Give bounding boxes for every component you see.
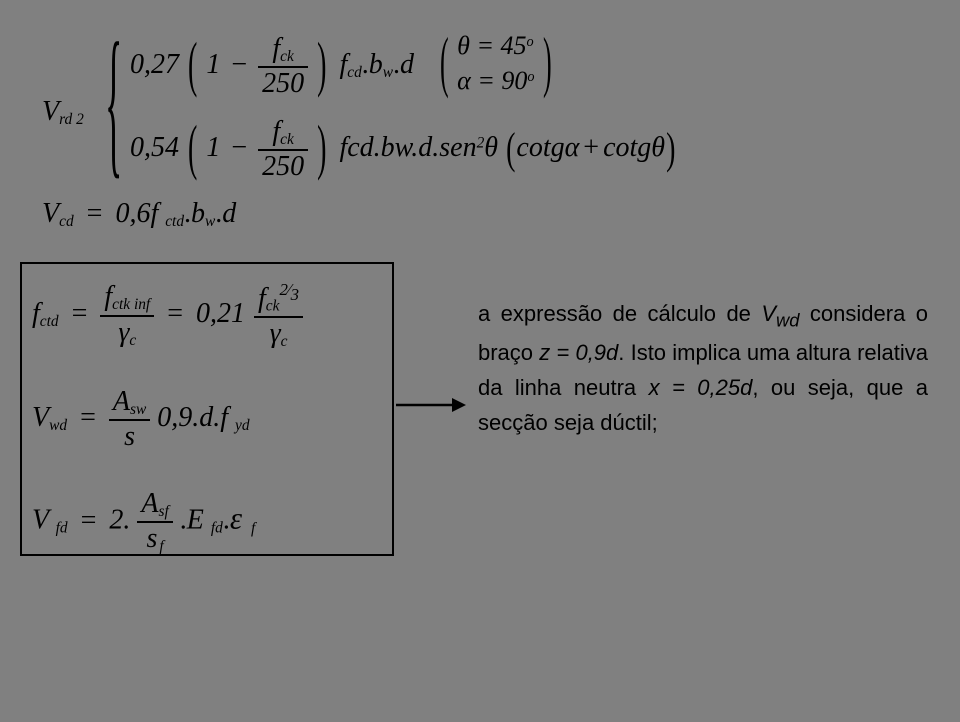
explanation-text: a expressão de cálculo de Vwd considera … (478, 296, 928, 440)
eq-second-line: 0,54 ( 1 − fck250 ) fcd.bw.d.sen2θ (cotg… (130, 118, 676, 181)
eq-vrd2: Vrd 2 (42, 96, 84, 129)
arrow-icon (396, 388, 466, 422)
eq-top-line: 0,27 ( 1 − fck250 ) fcd.bw.d (130, 35, 414, 98)
eq-vcd: Vcd = 0,6f ctd.bw.d (42, 198, 236, 231)
brace-vrd2: { (105, 4, 122, 197)
formula-box (20, 262, 394, 556)
eq-theta-alpha: ( θ = 45o α = 90o ) (438, 28, 554, 98)
stage: { Vrd 2 0,27 ( 1 − fck250 ) fcd.bw.d ( θ… (0, 0, 960, 722)
